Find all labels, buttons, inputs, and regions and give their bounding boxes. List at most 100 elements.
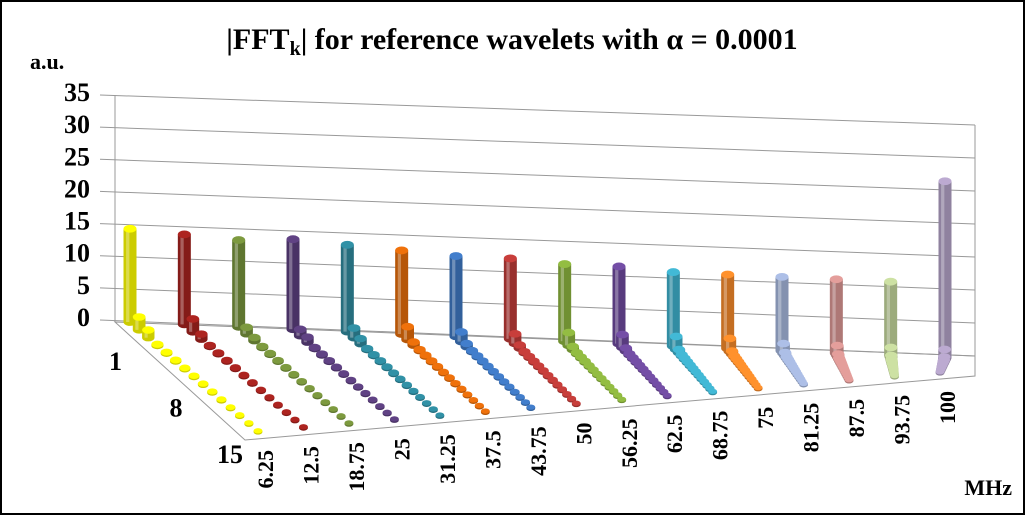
bar-highlight: [289, 239, 293, 330]
bar-highlight: [506, 258, 510, 339]
bar-top: [407, 338, 420, 346]
bar-top: [520, 399, 531, 405]
x-tick-label: 87.5: [844, 399, 869, 438]
title-part: | for reference wavelets with α = 0.0001: [301, 23, 798, 56]
bar-top: [353, 383, 364, 390]
x-tick-label: 93.75: [890, 395, 915, 445]
bar-top: [336, 413, 346, 419]
bar-top: [286, 235, 300, 244]
bar-highlight: [833, 345, 837, 356]
x-tick-label: 56.25: [617, 419, 642, 469]
bar: [617, 396, 627, 404]
bar-highlight: [234, 240, 239, 327]
bar: [281, 409, 292, 417]
bar: [253, 428, 263, 435]
bar-body: [558, 264, 572, 346]
bar-top: [395, 246, 409, 255]
bar-top: [425, 357, 438, 365]
bar: [666, 268, 680, 350]
bar: [374, 357, 387, 366]
bar-top: [513, 341, 526, 349]
z-tick-label: 1: [109, 347, 122, 376]
bar-top: [221, 356, 233, 364]
bar-top: [830, 341, 844, 350]
bar: [571, 400, 581, 408]
bar-top: [566, 342, 580, 351]
bar: [345, 376, 357, 385]
bar: [328, 406, 338, 414]
bar-top: [296, 377, 307, 385]
bar-top: [619, 344, 633, 352]
bar-top: [462, 391, 473, 398]
bar-top: [537, 367, 549, 374]
bar-top: [450, 379, 461, 387]
bar-highlight: [343, 244, 347, 332]
bar-body: [666, 272, 680, 350]
bar-top: [476, 357, 489, 365]
bar: [721, 270, 735, 353]
bar-top: [552, 381, 563, 388]
bar-top: [375, 403, 385, 409]
bar-top: [123, 224, 137, 233]
bar: [799, 380, 808, 388]
bar-top: [829, 275, 843, 284]
bar: [503, 254, 517, 343]
bar: [197, 380, 209, 389]
bar-top: [280, 363, 292, 371]
bar-top: [229, 364, 241, 371]
bar-highlight: [189, 318, 193, 332]
bar-top: [415, 393, 425, 400]
bar-body: [938, 181, 952, 362]
bar: [662, 392, 672, 400]
bar: [177, 230, 191, 329]
bar-top: [465, 346, 479, 355]
bar: [225, 404, 236, 412]
bar-body: [232, 240, 246, 331]
bar-top: [438, 368, 449, 376]
bar-highlight: [144, 330, 148, 338]
y-tick-label: 0: [77, 303, 90, 332]
bar: [367, 396, 378, 404]
bar: [353, 383, 364, 391]
bar-highlight: [560, 264, 565, 342]
bar-top: [935, 369, 945, 375]
bar-top: [304, 384, 315, 392]
bar-top: [264, 349, 277, 357]
bar-top: [608, 387, 619, 394]
bar-top: [360, 389, 371, 396]
y-tick-label: 25: [64, 142, 90, 171]
bar-top: [503, 254, 517, 263]
bar-top: [225, 404, 236, 411]
x-tick-label: 12.5: [299, 446, 324, 485]
bar-highlight: [403, 326, 408, 340]
x-tick-label: 81.25: [799, 403, 824, 453]
bar: [229, 364, 241, 373]
bar-top: [240, 323, 253, 332]
bar-top: [345, 376, 357, 384]
bar-top: [328, 406, 338, 412]
bar-top: [558, 260, 572, 268]
bar-top: [449, 252, 463, 260]
bar-top: [293, 325, 307, 334]
bar-body: [186, 318, 200, 336]
y-axis-label: a.u.: [30, 49, 64, 74]
bar-top: [160, 348, 173, 356]
bar-top: [255, 386, 267, 393]
bar-top: [753, 384, 763, 391]
bar: [520, 399, 531, 406]
bar-top: [493, 373, 505, 380]
bar-top: [557, 386, 567, 393]
y-tick-label: 30: [64, 110, 90, 139]
bar: [388, 369, 400, 378]
bar-top: [408, 387, 419, 394]
bar-highlight: [669, 272, 673, 346]
bar: [264, 349, 277, 359]
bar: [232, 236, 246, 331]
bar-top: [799, 380, 808, 387]
bar-highlight: [615, 266, 619, 344]
bar: [753, 384, 763, 392]
bar: [255, 386, 267, 395]
bar-top: [401, 381, 412, 388]
bar-top: [777, 339, 790, 348]
bar-top: [504, 383, 515, 390]
